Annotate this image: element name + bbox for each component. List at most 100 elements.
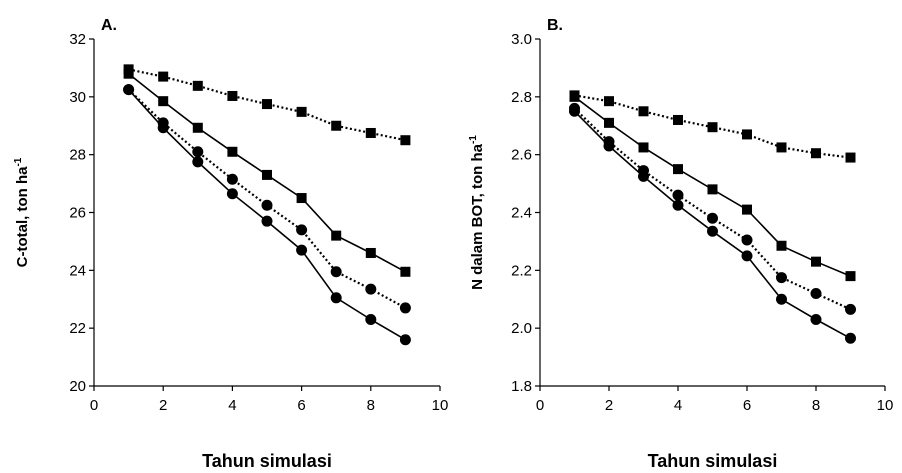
data-point-square bbox=[158, 71, 169, 82]
data-point-square bbox=[604, 96, 614, 107]
data-point-circle bbox=[810, 313, 822, 325]
y-tick-label: 26 bbox=[69, 205, 86, 222]
data-point-circle bbox=[157, 122, 169, 134]
data-point-circle bbox=[810, 287, 822, 299]
x-axis-label: Tahun simulasi bbox=[202, 451, 332, 471]
data-point-circle bbox=[192, 146, 204, 158]
data-point-square bbox=[296, 106, 307, 117]
data-point-circle bbox=[399, 334, 411, 346]
data-point-circle bbox=[226, 173, 238, 185]
data-point-circle bbox=[330, 292, 342, 304]
data-point-square bbox=[742, 129, 752, 140]
data-point-circle bbox=[776, 272, 787, 284]
data-point-square bbox=[331, 120, 342, 131]
data-point-circle bbox=[569, 105, 580, 117]
y-tick-label: 1.8 bbox=[511, 378, 532, 395]
data-point-circle bbox=[296, 224, 308, 236]
series-line bbox=[128, 89, 406, 341]
series-3 bbox=[123, 84, 411, 314]
data-point-square bbox=[400, 266, 411, 277]
x-tick-label: 0 bbox=[536, 397, 544, 414]
y-tick-label: 3.0 bbox=[511, 31, 532, 48]
data-point-circle bbox=[776, 293, 787, 305]
data-point-square bbox=[845, 152, 856, 163]
data-point-circle bbox=[707, 225, 718, 237]
series-3 bbox=[569, 102, 856, 315]
series-line bbox=[574, 94, 851, 159]
data-point-square bbox=[400, 135, 411, 146]
data-point-square bbox=[192, 80, 203, 91]
data-point-circle bbox=[845, 303, 856, 315]
data-point-circle bbox=[261, 215, 273, 227]
x-tick-label: 6 bbox=[297, 397, 305, 414]
data-point-circle bbox=[123, 84, 135, 96]
data-point-square bbox=[707, 184, 718, 195]
data-point-square bbox=[227, 146, 238, 157]
y-tick-label: 2.8 bbox=[511, 89, 532, 106]
y-tick-label: 30 bbox=[69, 89, 86, 106]
data-point-square bbox=[845, 271, 856, 282]
x-tick-label: 4 bbox=[674, 397, 682, 414]
data-point-square bbox=[604, 117, 614, 128]
data-point-circle bbox=[638, 170, 649, 182]
series-2 bbox=[123, 68, 411, 277]
x-tick-label: 8 bbox=[812, 397, 820, 414]
panel-label: B. bbox=[547, 17, 563, 34]
data-point-square bbox=[262, 169, 272, 180]
y-tick-label: 24 bbox=[69, 262, 86, 279]
series-4 bbox=[123, 84, 411, 346]
data-point-square bbox=[776, 142, 787, 153]
series-line bbox=[128, 68, 406, 142]
series-2 bbox=[569, 91, 856, 282]
data-point-square bbox=[569, 91, 580, 102]
y-tick-label: 28 bbox=[69, 147, 86, 164]
data-point-square bbox=[365, 247, 376, 258]
x-tick-label: 6 bbox=[743, 397, 751, 414]
data-point-square bbox=[673, 164, 683, 175]
series-line bbox=[127, 88, 406, 309]
y-tick-label: 22 bbox=[69, 320, 86, 337]
y-axis-label: N dalam BOT, ton ha-1 bbox=[468, 135, 486, 290]
chart-panel-b: 1.8 2.0 2.2 2.4 2.6 2.8 3.0 0 2 4 6 8 10 B. Tahun simu… bbox=[468, 17, 893, 471]
data-point-square bbox=[673, 114, 683, 125]
data-point-square bbox=[262, 99, 272, 110]
data-point-square bbox=[776, 240, 787, 251]
data-point-circle bbox=[707, 212, 718, 224]
data-point-square bbox=[811, 148, 821, 159]
data-point-circle bbox=[330, 266, 342, 278]
data-point-circle bbox=[365, 313, 377, 325]
y-tick-label: 2.2 bbox=[511, 262, 532, 279]
data-point-square bbox=[227, 90, 238, 101]
x-tick-label: 0 bbox=[90, 397, 98, 414]
series-line bbox=[573, 107, 851, 311]
x-tick-label: 8 bbox=[367, 397, 375, 414]
data-point-square bbox=[192, 122, 203, 133]
data-point-square bbox=[742, 204, 752, 215]
x-tick-label: 2 bbox=[159, 397, 167, 414]
data-point-square bbox=[296, 193, 307, 204]
x-axis-label: Tahun simulasi bbox=[648, 451, 778, 471]
y-tick-label: 20 bbox=[69, 378, 86, 395]
data-point-circle bbox=[192, 156, 204, 168]
data-point-circle bbox=[672, 189, 684, 201]
data-point-circle bbox=[296, 244, 308, 256]
data-point-circle bbox=[603, 140, 615, 152]
data-point-circle bbox=[741, 250, 753, 262]
panel-label: A. bbox=[101, 17, 117, 34]
series-line bbox=[573, 110, 851, 340]
series-4 bbox=[569, 105, 856, 344]
data-point-square bbox=[707, 122, 718, 133]
data-point-circle bbox=[672, 199, 684, 211]
data-point-circle bbox=[399, 302, 411, 314]
data-point-square bbox=[123, 68, 134, 79]
data-point-square bbox=[811, 256, 821, 267]
data-point-square bbox=[365, 127, 376, 138]
y-tick-label: 2.0 bbox=[511, 320, 532, 337]
data-point-square bbox=[158, 96, 169, 107]
x-tick-label: 10 bbox=[877, 397, 894, 414]
y-tick-label: 2.4 bbox=[511, 205, 532, 222]
data-point-square bbox=[638, 106, 649, 117]
y-axis-label: C-total, ton ha-1 bbox=[13, 157, 31, 267]
data-point-circle bbox=[845, 332, 856, 344]
